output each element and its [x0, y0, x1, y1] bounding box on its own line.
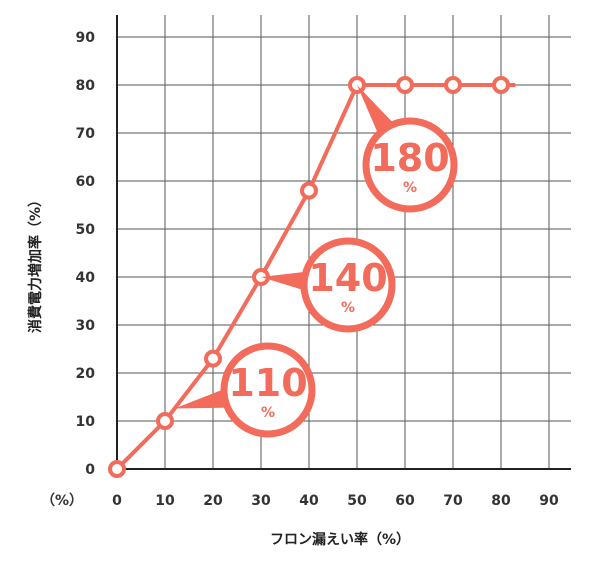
x-tick-label: 40 [299, 493, 319, 509]
labels-layer: （%） フロン漏えい率（%） 消費電力増加率（%） [27, 193, 410, 548]
x-tick-label: 10 [155, 493, 175, 509]
callout-unit: % [341, 300, 355, 316]
unit-marker: （%） [41, 493, 83, 509]
x-tick-label: 80 [491, 493, 511, 509]
callout-value: 140 [308, 256, 387, 300]
data-point [108, 460, 126, 478]
y-axis-title: 消費電力増加率（%） [27, 193, 44, 333]
y-tick-label: 20 [76, 366, 96, 382]
data-point [492, 76, 510, 94]
x-tick-label: 20 [203, 493, 223, 509]
x-tick-label: 70 [443, 493, 463, 509]
y-tick-label: 10 [76, 414, 96, 430]
callout-bubble [300, 237, 396, 333]
x-tick-label: 90 [539, 493, 559, 509]
y-tick-label: 0 [85, 462, 95, 478]
y-tick-label: 80 [76, 78, 96, 94]
data-point [444, 76, 462, 94]
callout-value: 180 [370, 136, 449, 180]
y-tick-label: 50 [76, 222, 96, 238]
y-tick-label: 90 [76, 30, 96, 46]
data-point [156, 412, 174, 430]
y-tick-label: 70 [76, 126, 96, 142]
x-tick-label: 60 [395, 493, 415, 509]
x-axis-title: フロン漏えい率（%） [270, 531, 410, 548]
series-line [115, 83, 516, 471]
callout-value: 110 [228, 361, 307, 405]
callout-bubble [220, 342, 316, 438]
callout-unit: % [403, 180, 417, 196]
callout-pointer [261, 271, 310, 292]
callout-bubble [362, 117, 458, 213]
x-tick-label: 50 [347, 493, 367, 509]
y-tick-label: 60 [76, 174, 96, 190]
y-tick-label: 30 [76, 318, 96, 334]
x-tick-label: 30 [251, 493, 271, 509]
data-point [396, 76, 414, 94]
axes: 0 10 20 30 40 50 60 70 80 90 0 10 20 30 40 50 60 70 80 90 [76, 15, 571, 509]
x-tick-label: 0 [112, 493, 122, 509]
data-point [300, 181, 318, 200]
y-tick-label: 40 [76, 270, 96, 286]
annotations-layer: 110%140%180% [174, 85, 458, 438]
data-point [204, 349, 222, 368]
callout-unit: % [261, 405, 275, 421]
series-layer [108, 76, 516, 478]
callout-pointer [174, 387, 231, 409]
